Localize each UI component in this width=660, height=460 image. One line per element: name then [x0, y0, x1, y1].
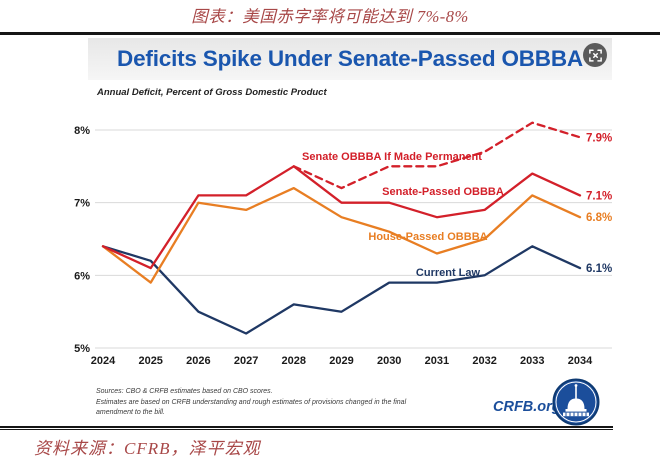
chart-title: Deficits Spike Under Senate-Passed OBBBA	[117, 46, 583, 71]
series-name-label: Senate OBBBA If Made Permanent	[302, 151, 482, 163]
series-end-label: 6.1%	[586, 263, 612, 275]
x-tick-label: 2024	[91, 355, 116, 367]
series-name-label: House-Passed OBBBA	[368, 231, 487, 243]
sources-line: Sources: CBO & CRFB estimates based on C…	[96, 388, 273, 395]
chart-subtitle: Annual Deficit, Percent of Gross Domesti…	[97, 87, 327, 98]
scan-expand-icon	[588, 48, 602, 62]
plot-area: 8% 7% 6% 5% 2024 2025 2026 2027 2028 2029 2030 2031…	[70, 92, 618, 382]
series-name-label: Senate-Passed OBBBA	[382, 186, 504, 198]
capitol-logo-icon	[552, 378, 600, 426]
series-end-label: 7.9%	[586, 132, 612, 144]
x-tick-label: 2031	[425, 355, 449, 367]
x-tick-label: 2029	[329, 355, 353, 367]
x-tick-label: 2027	[234, 355, 258, 367]
series-name-label: Current Law	[416, 267, 481, 279]
series-line-senate-obbba-if-made-permanent	[292, 121, 582, 190]
bottom-caption: 资料来源：CFRB，泽平宏观	[34, 439, 261, 458]
expand-image-button[interactable]	[583, 43, 607, 67]
x-tick-label: 2033	[520, 355, 544, 367]
series-end-label: 7.1%	[586, 190, 612, 202]
chart-header: Deficits Spike Under Senate-Passed OBBBA	[88, 38, 612, 80]
x-tick-label: 2032	[472, 355, 496, 367]
x-tick-label: 2025	[138, 355, 162, 367]
series-line-house-passed-obbba	[101, 186, 582, 284]
top-divider	[0, 32, 660, 35]
chart-card: Deficits Spike Under Senate-Passed OBBBA…	[74, 38, 612, 430]
series-end-label: 6.8%	[586, 212, 612, 224]
y-tick-label: 6%	[74, 270, 90, 282]
sources-line: Estimates are based on CRFB understandin…	[96, 398, 407, 406]
y-tick-label: 5%	[74, 343, 90, 355]
sources-line: amendment to the bill.	[96, 409, 165, 416]
bottom-divider	[0, 426, 613, 430]
series-line-current-law	[101, 245, 582, 335]
x-tick-label: 2028	[282, 355, 306, 367]
x-tick-label: 2034	[568, 355, 593, 367]
deficit-chart: 8% 7% 6% 5%2024 2025 2026 2027 2028 2029 2030 2031…	[74, 121, 612, 367]
y-tick-label: 8%	[74, 125, 90, 137]
x-tick-label: 2030	[377, 355, 401, 367]
sources-note: Sources: CBO & CRFB estimates based on C…	[96, 387, 406, 419]
crfb-org-label: CRFB.org	[493, 399, 561, 415]
x-tick-label: 2026	[186, 355, 210, 367]
y-tick-label: 7%	[74, 198, 90, 210]
top-caption: 图表：美国赤字率将可能达到 7%-8%	[191, 7, 469, 26]
series-line-senate-passed-obbba	[101, 165, 582, 270]
